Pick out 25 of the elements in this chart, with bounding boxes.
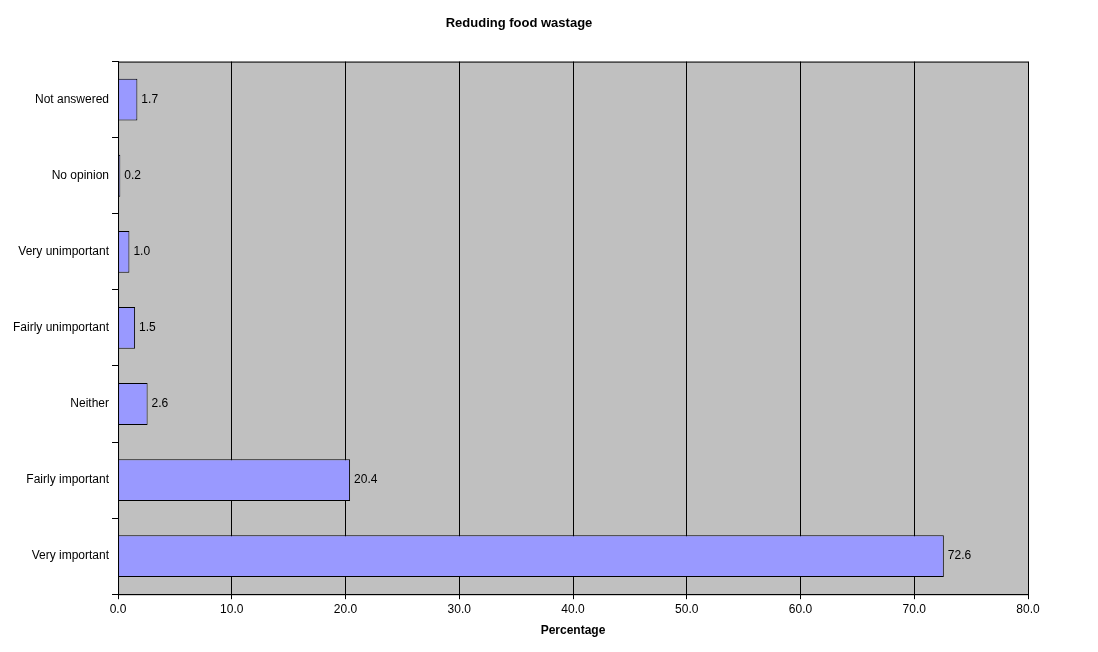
x-tick-label: 20.0 bbox=[333, 601, 358, 616]
y-tick-label: Not answered bbox=[34, 91, 110, 106]
y-tick-label: Very unimportant bbox=[18, 244, 110, 259]
data-label: 72.6 bbox=[947, 548, 972, 563]
data-label: 2.6 bbox=[151, 396, 169, 411]
x-tick-label: 10.0 bbox=[220, 601, 244, 616]
x-tick-label: 70.0 bbox=[902, 601, 927, 616]
x-axis-title: Percentage bbox=[540, 623, 606, 638]
y-tick-label: Neither bbox=[70, 396, 110, 411]
y-tick-label: Very important bbox=[31, 548, 110, 563]
x-tick-label: 0.0 bbox=[109, 601, 127, 616]
chart-title: Reduding food wastage bbox=[445, 15, 593, 31]
y-tick-label: Fairly unimportant bbox=[12, 320, 110, 335]
data-label: 1.5 bbox=[139, 320, 157, 335]
data-label: 1.0 bbox=[133, 244, 151, 259]
x-tick-label: 40.0 bbox=[561, 601, 586, 616]
y-tick-label: Fairly important bbox=[26, 472, 110, 487]
x-tick-label: 30.0 bbox=[447, 601, 472, 616]
y-tick-label: No opinion bbox=[51, 168, 110, 183]
x-tick-label: 60.0 bbox=[788, 601, 813, 616]
data-label: 20.4 bbox=[354, 472, 378, 487]
data-label: 0.2 bbox=[124, 168, 142, 183]
data-label: 1.7 bbox=[141, 91, 159, 106]
x-tick-label: 50.0 bbox=[675, 601, 699, 616]
x-tick-label: 80.0 bbox=[1016, 601, 1040, 616]
